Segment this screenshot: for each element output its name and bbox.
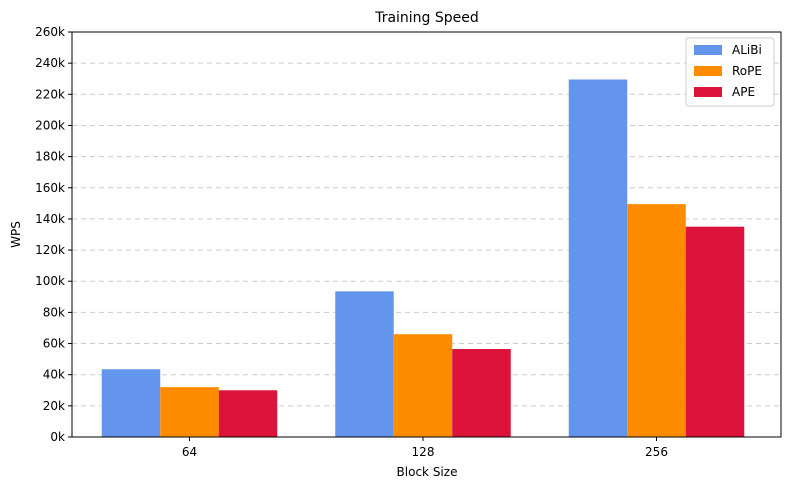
x-axis-label: Block Size bbox=[397, 465, 458, 479]
legend-label-ape: APE bbox=[732, 85, 755, 99]
legend-swatch-ape bbox=[694, 87, 722, 97]
y-tick-label: 80k bbox=[43, 305, 65, 319]
y-tick-label: 100k bbox=[35, 274, 65, 288]
plot-frame bbox=[71, 31, 782, 438]
y-tick-label: 60k bbox=[43, 337, 65, 351]
bar-alibi-64 bbox=[101, 369, 161, 437]
chart-title: Training Speed bbox=[374, 10, 479, 26]
legend-swatch-alibi bbox=[694, 45, 722, 55]
y-axis-ticks: 0k 20k 40k 60k 80k 100k 120k 140k 160k 180k 200k 22… bbox=[35, 25, 72, 444]
y-tick-label: 180k bbox=[35, 150, 65, 164]
bar-ape-128 bbox=[452, 348, 511, 437]
y-tick-label: 20k bbox=[43, 399, 65, 413]
y-tick-label: 0k bbox=[50, 430, 65, 444]
legend-swatch-rope bbox=[694, 66, 722, 76]
y-tick-label: 120k bbox=[35, 243, 65, 257]
bar-rope-128 bbox=[393, 334, 453, 437]
x-tick-label: 128 bbox=[412, 445, 435, 459]
y-tick-label: 40k bbox=[43, 368, 65, 382]
y-tick-label: 220k bbox=[35, 87, 65, 101]
bar-rope-64 bbox=[160, 387, 219, 437]
y-tick-label: 140k bbox=[35, 212, 65, 226]
bar-alibi-128 bbox=[335, 291, 394, 437]
bar-ape-256 bbox=[685, 226, 745, 437]
bar-ape-64 bbox=[218, 390, 278, 437]
y-tick-label: 160k bbox=[35, 181, 65, 195]
y-tick-label: 240k bbox=[35, 56, 65, 70]
legend: ALiBi RoPE APE bbox=[685, 37, 775, 107]
x-tick-label: 64 bbox=[182, 445, 197, 459]
x-axis-ticks: 64 128 256 bbox=[182, 437, 668, 459]
legend-label-rope: RoPE bbox=[732, 64, 762, 78]
legend-label-alibi: ALiBi bbox=[732, 43, 762, 57]
bar-rope-256 bbox=[627, 204, 686, 437]
y-tick-label: 260k bbox=[35, 25, 65, 39]
y-tick-label: 200k bbox=[35, 118, 65, 132]
bar-alibi-256 bbox=[568, 79, 628, 437]
y-axis-label: WPS bbox=[9, 221, 23, 248]
bars bbox=[101, 79, 745, 437]
x-tick-label: 256 bbox=[645, 445, 668, 459]
